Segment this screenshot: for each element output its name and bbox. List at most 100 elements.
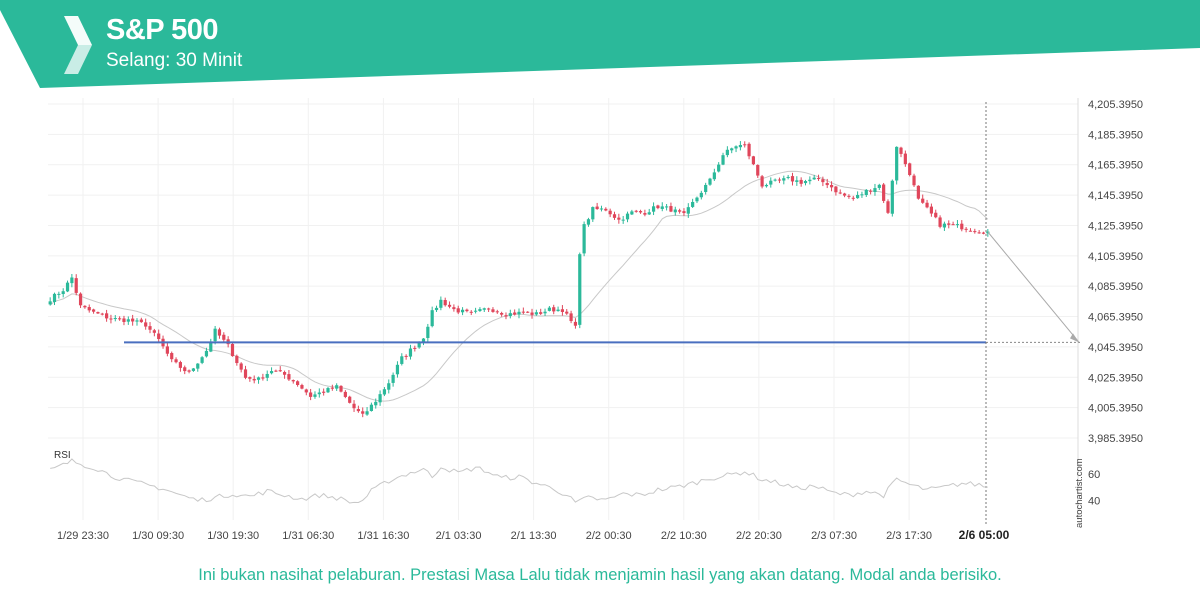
candle (252, 375, 256, 384)
candle-body (756, 164, 760, 176)
candle-body (808, 179, 812, 182)
candle (465, 308, 469, 313)
candle (148, 322, 152, 334)
candle-body (322, 391, 326, 393)
candle (717, 162, 721, 173)
candle (929, 203, 933, 217)
candle-body (934, 212, 938, 218)
candle-body (925, 202, 929, 208)
candle-body (691, 201, 695, 207)
candle (534, 309, 538, 316)
candle (738, 141, 742, 151)
candle (760, 174, 764, 189)
candle-body (977, 232, 981, 234)
y-tick-label: 4,185.3950 (1088, 129, 1143, 141)
candle (118, 316, 122, 321)
candle-body (851, 197, 855, 199)
candle (304, 388, 308, 396)
candle (582, 221, 586, 257)
candle (539, 308, 543, 316)
candle-body (434, 307, 439, 311)
candle (170, 351, 174, 363)
candle (708, 177, 712, 186)
candle (947, 220, 951, 229)
candle-body (439, 299, 443, 308)
candle-body (148, 326, 152, 330)
candle-body (678, 210, 682, 212)
candle (113, 315, 117, 322)
candle (109, 314, 113, 324)
candle-body (183, 367, 187, 372)
candle-body (539, 312, 543, 314)
y-tick-label: 4,165.3950 (1088, 160, 1143, 172)
candle-body (426, 326, 430, 338)
candle (877, 183, 881, 191)
candle (864, 189, 868, 197)
candle-body (673, 209, 677, 213)
candle-body (504, 315, 508, 317)
candle (178, 360, 183, 372)
candle (495, 309, 499, 314)
candle-body (634, 210, 638, 212)
candle (339, 385, 343, 393)
candle (556, 306, 560, 312)
candle (287, 370, 291, 382)
candle (135, 318, 139, 326)
candle-body (769, 180, 773, 185)
candle-body (343, 391, 347, 397)
candle (235, 354, 239, 366)
candle-body (204, 350, 209, 357)
candle-body (656, 205, 660, 209)
x-tick-label: 1/30 09:30 (132, 530, 184, 542)
candle (777, 177, 782, 184)
x-tick-label: 2/1 13:30 (511, 530, 557, 542)
y-tick-label: 4,145.3950 (1088, 190, 1143, 202)
candle (52, 292, 57, 306)
candle-body (335, 385, 339, 389)
candle (517, 308, 521, 319)
candle-body (547, 307, 551, 311)
candlestick-series (48, 141, 990, 418)
candle (925, 199, 929, 209)
candle (860, 191, 864, 198)
projection-arrowhead (1070, 333, 1079, 343)
candle-body (621, 219, 625, 221)
candle (656, 204, 660, 210)
candle-body (447, 304, 452, 307)
current-time-label: 2/6 05:00 (959, 528, 1010, 542)
candle-body (968, 230, 973, 232)
candle-body (61, 291, 65, 295)
candle-body (456, 308, 460, 313)
candle (413, 345, 417, 352)
candle-body (638, 211, 643, 213)
candle (482, 307, 486, 312)
candle-body (695, 197, 699, 202)
price-chart: 60 40 4,205.3950 4,185.3950 4,165.3950 4,145… (48, 98, 1143, 542)
candle (500, 311, 504, 317)
candle-body (721, 155, 725, 165)
candle-body (812, 177, 816, 180)
candle-body (174, 359, 178, 363)
candle-body (287, 374, 291, 380)
candle (968, 228, 973, 232)
candle-body (847, 195, 851, 197)
candle-body (83, 305, 87, 308)
candle-body (704, 184, 708, 192)
candle (87, 304, 91, 313)
candle (196, 363, 200, 372)
candle-body (916, 185, 920, 199)
candle-body (365, 411, 369, 415)
candle (57, 291, 61, 299)
candle-body (430, 310, 434, 327)
candle (955, 220, 960, 228)
candle (886, 199, 890, 215)
candle-body (417, 341, 421, 348)
candle-body (842, 193, 847, 196)
candle-body (664, 206, 669, 208)
interval-subtitle: Selang: 30 Minit (106, 50, 243, 71)
candle (873, 183, 877, 196)
candle-body (200, 357, 204, 363)
candle (782, 175, 786, 185)
candle-body (122, 318, 126, 322)
candle-body (960, 223, 964, 230)
